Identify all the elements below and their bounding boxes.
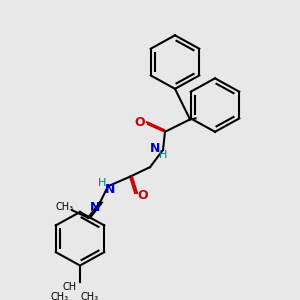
Text: CH₃: CH₃: [81, 292, 99, 300]
Text: CH₃: CH₃: [56, 202, 74, 212]
Text: CH₃: CH₃: [51, 292, 69, 300]
Text: H: H: [98, 178, 106, 188]
Text: N: N: [150, 142, 160, 154]
Text: O: O: [135, 116, 145, 129]
Text: H: H: [159, 150, 167, 160]
Text: N: N: [90, 201, 100, 214]
Text: CH: CH: [63, 283, 77, 292]
Text: N: N: [105, 183, 115, 196]
Text: O: O: [138, 189, 148, 202]
